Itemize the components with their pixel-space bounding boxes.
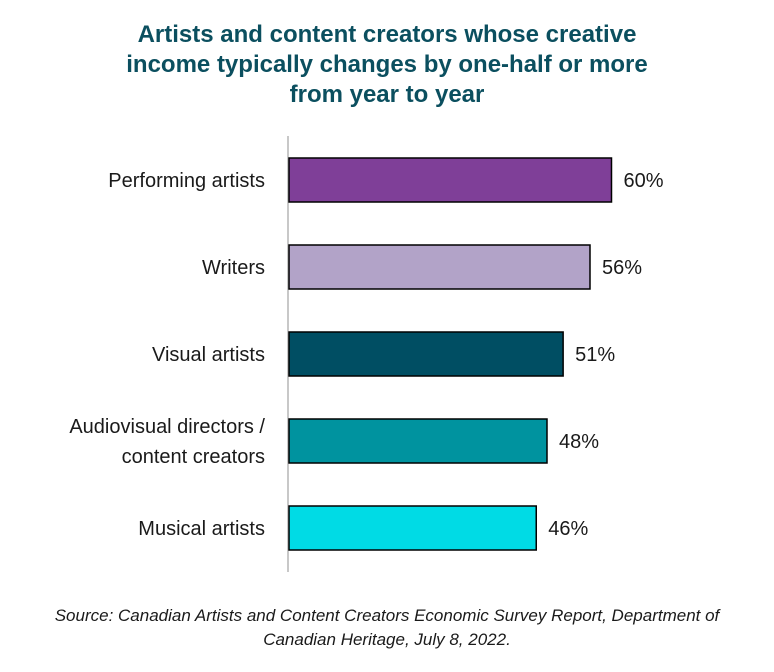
bar-chart: 60% Performing artists 56% Writers 51% Visual…	[69, 136, 664, 572]
chart-title-line-1: Artists and content creators whose creat…	[137, 21, 637, 48]
bar-value-label: 51%	[575, 344, 615, 366]
bar	[288, 331, 564, 377]
bar	[288, 244, 591, 290]
category-label: content creators	[122, 446, 265, 468]
category-label: Audiovisual directors /	[69, 416, 265, 438]
category-label: Musical artists	[138, 518, 265, 540]
chart-title-line-2: income typically changes by one-half or …	[126, 51, 648, 78]
category-label: Performing artists	[108, 170, 265, 192]
chart-title-line-3: from year to year	[289, 81, 485, 108]
bar-value-label: 46%	[548, 518, 588, 540]
source-line-1: Source: Canadian Artists and Content Cre…	[54, 606, 720, 625]
bar	[288, 157, 613, 203]
bar-value-label: 60%	[624, 170, 664, 192]
category-label: Writers	[202, 257, 265, 279]
bar	[288, 418, 548, 464]
bar-value-label: 48%	[559, 431, 599, 453]
bar	[288, 505, 537, 551]
category-label: Visual artists	[152, 344, 265, 366]
source-note: Source: Canadian Artists and Content Cre…	[20, 604, 754, 652]
bar-value-label: 56%	[602, 257, 642, 279]
chart-title: Artists and content creators whose creat…	[40, 20, 734, 110]
source-line-2: Canadian Heritage, July 8, 2022.	[263, 630, 511, 649]
